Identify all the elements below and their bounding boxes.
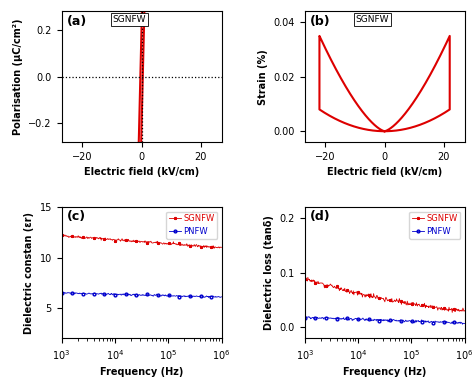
Y-axis label: Strain (%): Strain (%) xyxy=(258,49,268,104)
PNFW xyxy=(437,320,443,325)
SGNFW xyxy=(462,309,467,313)
Y-axis label: Dielectric loss (tanδ): Dielectric loss (tanδ) xyxy=(264,215,274,330)
Legend: SGNFW, PNFW: SGNFW, PNFW xyxy=(166,212,218,239)
Text: (d): (d) xyxy=(310,210,330,223)
X-axis label: Frequency (Hz): Frequency (Hz) xyxy=(100,367,183,377)
Text: SGNFW: SGNFW xyxy=(113,15,146,24)
SGNFW xyxy=(400,300,406,304)
SGNFW xyxy=(155,239,160,244)
PNFW xyxy=(219,294,224,299)
PNFW xyxy=(157,293,163,298)
PNFW xyxy=(71,290,77,295)
PNFW xyxy=(400,318,406,322)
PNFW xyxy=(206,295,211,300)
PNFW xyxy=(398,318,403,322)
X-axis label: Electric field (kV/cm): Electric field (kV/cm) xyxy=(84,168,199,177)
SGNFW xyxy=(154,241,160,245)
SGNFW xyxy=(447,307,453,312)
SGNFW xyxy=(194,243,200,247)
Text: (b): (b) xyxy=(310,15,330,28)
Text: (c): (c) xyxy=(66,210,85,223)
Text: (a): (a) xyxy=(66,15,87,28)
X-axis label: Frequency (Hz): Frequency (Hz) xyxy=(343,367,426,377)
SGNFW xyxy=(59,233,64,238)
X-axis label: Electric field (kV/cm): Electric field (kV/cm) xyxy=(327,168,442,177)
Text: SGNFW: SGNFW xyxy=(356,15,389,24)
PNFW xyxy=(194,294,200,299)
PNFW xyxy=(447,321,453,325)
PNFW xyxy=(462,321,467,326)
Line: PNFW: PNFW xyxy=(303,315,466,326)
SGNFW xyxy=(449,310,455,315)
PNFW xyxy=(302,314,308,319)
SGNFW xyxy=(204,244,210,248)
SGNFW xyxy=(302,275,308,279)
Line: PNFW: PNFW xyxy=(60,291,223,299)
SGNFW xyxy=(219,245,224,250)
SGNFW xyxy=(398,300,403,305)
PNFW xyxy=(397,318,403,323)
SGNFW xyxy=(303,275,309,280)
SGNFW xyxy=(60,233,66,237)
SGNFW xyxy=(211,246,217,250)
PNFW xyxy=(459,322,465,326)
PNFW xyxy=(306,314,312,319)
SGNFW xyxy=(437,306,443,311)
Y-axis label: Dielectric constan (εr): Dielectric constan (εr) xyxy=(24,212,34,334)
PNFW xyxy=(204,294,210,299)
PNFW xyxy=(302,316,308,320)
Line: SGNFW: SGNFW xyxy=(303,276,466,314)
PNFW xyxy=(155,293,160,297)
SGNFW xyxy=(302,277,308,281)
PNFW xyxy=(59,291,64,296)
SGNFW xyxy=(59,233,65,238)
Legend: SGNFW, PNFW: SGNFW, PNFW xyxy=(409,212,460,239)
SGNFW xyxy=(397,298,403,302)
SGNFW xyxy=(157,241,163,245)
PNFW xyxy=(59,291,65,296)
Y-axis label: Polarisation (μC/cm²): Polarisation (μC/cm²) xyxy=(13,19,23,135)
Line: SGNFW: SGNFW xyxy=(60,233,223,250)
PNFW xyxy=(154,292,160,296)
